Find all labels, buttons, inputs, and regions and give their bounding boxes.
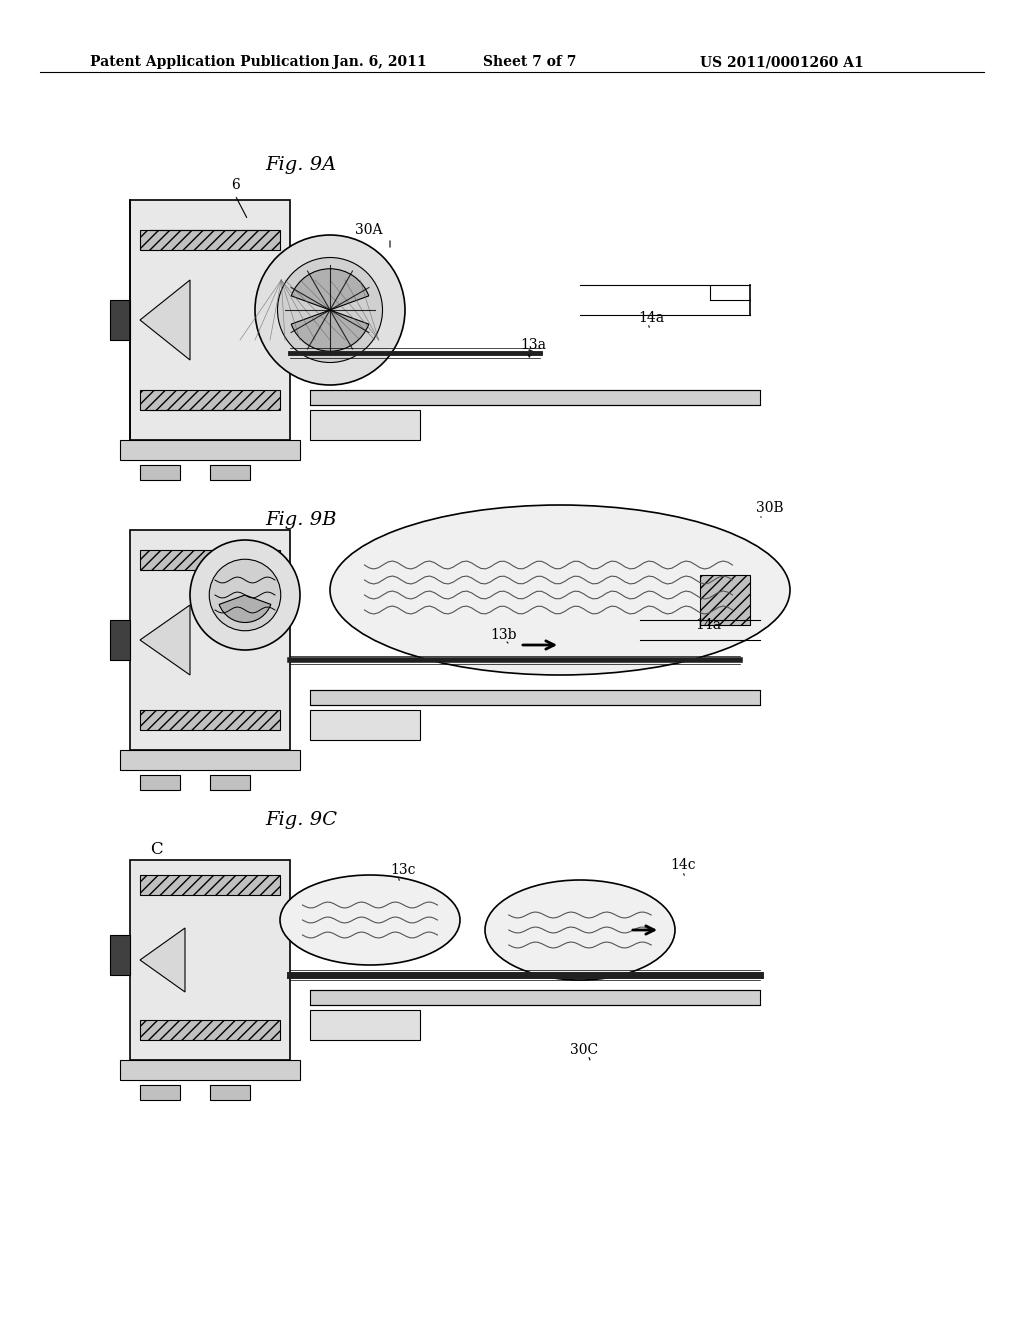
Text: Fig. 9B: Fig. 9B — [265, 511, 337, 529]
Bar — [140, 550, 280, 570]
Bar — [110, 935, 130, 975]
Text: 13b: 13b — [490, 628, 516, 642]
Bar — [140, 1085, 180, 1100]
Wedge shape — [291, 269, 369, 310]
Bar — [140, 875, 280, 895]
Text: 13a: 13a — [520, 338, 546, 352]
Bar — [310, 389, 760, 405]
Bar — [210, 1085, 250, 1100]
Bar — [130, 201, 290, 440]
Bar — [130, 531, 290, 750]
Text: 30C: 30C — [570, 1043, 598, 1057]
Text: 14c: 14c — [670, 858, 695, 873]
Bar — [140, 1020, 280, 1040]
Ellipse shape — [485, 880, 675, 979]
Text: Patent Application Publication: Patent Application Publication — [90, 55, 330, 69]
Bar — [120, 750, 300, 770]
Text: Fig. 9C: Fig. 9C — [265, 810, 337, 829]
Bar — [140, 465, 180, 480]
Text: Sheet 7 of 7: Sheet 7 of 7 — [483, 55, 577, 69]
Text: 30B: 30B — [756, 502, 783, 515]
Bar — [120, 440, 300, 459]
Text: C: C — [150, 842, 163, 858]
Bar — [310, 411, 420, 440]
Bar — [120, 1060, 300, 1080]
Circle shape — [209, 560, 281, 631]
Text: 13c: 13c — [390, 863, 416, 876]
Ellipse shape — [330, 506, 790, 675]
Wedge shape — [219, 595, 270, 623]
Text: Fig. 9A: Fig. 9A — [265, 156, 336, 174]
Bar — [210, 775, 250, 789]
Wedge shape — [291, 310, 369, 351]
Polygon shape — [140, 928, 185, 993]
Bar — [700, 576, 750, 624]
Circle shape — [255, 235, 406, 385]
Bar — [110, 620, 130, 660]
Bar — [210, 465, 250, 480]
Polygon shape — [140, 280, 190, 360]
Bar — [140, 775, 180, 789]
Ellipse shape — [280, 875, 460, 965]
Circle shape — [190, 540, 300, 649]
Bar — [310, 690, 760, 705]
Bar — [130, 861, 290, 1060]
Circle shape — [278, 257, 383, 363]
Text: 14a: 14a — [695, 618, 721, 632]
Bar — [310, 1010, 420, 1040]
Bar — [310, 710, 420, 741]
Text: 30A: 30A — [355, 223, 383, 238]
Bar — [110, 300, 130, 341]
Text: 14a: 14a — [638, 312, 665, 325]
Text: 6: 6 — [230, 178, 240, 191]
Bar — [140, 389, 280, 411]
Bar — [140, 230, 280, 249]
Polygon shape — [140, 605, 190, 675]
Text: US 2011/0001260 A1: US 2011/0001260 A1 — [700, 55, 864, 69]
Text: Jan. 6, 2011: Jan. 6, 2011 — [333, 55, 427, 69]
Bar — [310, 990, 760, 1005]
Bar — [140, 710, 280, 730]
